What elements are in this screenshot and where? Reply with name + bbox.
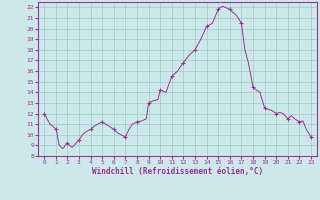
X-axis label: Windchill (Refroidissement éolien,°C): Windchill (Refroidissement éolien,°C) [92,167,263,176]
